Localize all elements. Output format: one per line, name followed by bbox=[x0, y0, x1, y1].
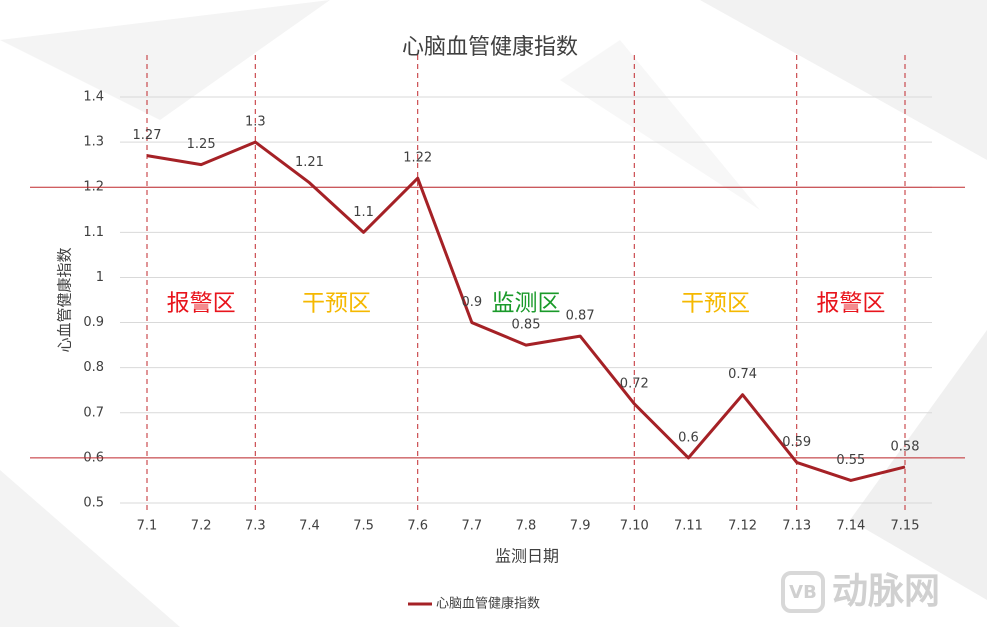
data-label: 0.6 bbox=[678, 430, 699, 445]
y-axis-label: 心血管健康指数 bbox=[56, 247, 74, 352]
data-label: 0.87 bbox=[566, 309, 595, 324]
y-tick-label: 1.1 bbox=[83, 225, 104, 240]
data-label: 1.3 bbox=[245, 115, 266, 130]
data-label: 0.72 bbox=[620, 376, 649, 391]
x-tick-label: 7.7 bbox=[462, 519, 483, 534]
x-tick-label: 7.5 bbox=[353, 519, 374, 534]
x-tick-label: 7.3 bbox=[245, 519, 266, 534]
chart-title: 心脑血管健康指数 bbox=[402, 35, 578, 60]
data-label: 1.1 bbox=[353, 205, 374, 220]
x-tick-label: 7.11 bbox=[674, 519, 703, 534]
watermark-text: 动脉网 bbox=[832, 571, 940, 612]
data-label: 0.85 bbox=[512, 318, 541, 333]
x-tick-label: 7.15 bbox=[891, 519, 920, 534]
data-label: 0.59 bbox=[782, 435, 811, 450]
data-label: 1.21 bbox=[295, 155, 324, 170]
y-tick-label: 0.5 bbox=[83, 496, 104, 511]
x-tick-label: 7.9 bbox=[570, 519, 591, 534]
x-axis-label: 监测日期 bbox=[495, 547, 559, 566]
x-tick-label: 7.14 bbox=[836, 519, 865, 534]
data-label: 1.22 bbox=[403, 151, 432, 166]
data-label: 0.74 bbox=[728, 367, 757, 382]
y-tick-label: 0.7 bbox=[83, 405, 104, 420]
data-label: 0.58 bbox=[891, 439, 920, 454]
x-tick-label: 7.12 bbox=[728, 519, 757, 534]
data-label: 0.55 bbox=[836, 453, 865, 468]
x-tick-label: 7.2 bbox=[191, 519, 212, 534]
zone-label: 监测区 bbox=[492, 291, 561, 317]
zone-label: 干预区 bbox=[302, 291, 371, 317]
data-label: 1.25 bbox=[187, 137, 216, 152]
watermark: VB 动脉网 bbox=[781, 571, 940, 613]
zone-label: 报警区 bbox=[167, 291, 236, 317]
data-line bbox=[146, 140, 906, 482]
y-tick-label: 1.4 bbox=[83, 90, 104, 105]
x-tick-label: 7.4 bbox=[299, 519, 320, 534]
x-tick-label: 7.6 bbox=[407, 519, 428, 534]
y-tick-label: 1.3 bbox=[83, 135, 104, 150]
x-tick-label: 7.13 bbox=[782, 519, 811, 534]
legend-label: 心脑血管健康指数 bbox=[436, 596, 540, 612]
y-tick-label: 0.8 bbox=[83, 360, 104, 375]
x-tick-label: 7.10 bbox=[620, 519, 649, 534]
y-tick-label: 1 bbox=[96, 270, 104, 285]
zone-label: 报警区 bbox=[816, 291, 885, 317]
y-tick-label: 0.9 bbox=[83, 315, 104, 330]
svg-text:VB: VB bbox=[789, 582, 817, 603]
data-label: 1.27 bbox=[133, 128, 162, 143]
zone-label: 干预区 bbox=[681, 291, 750, 317]
data-label: 0.9 bbox=[462, 295, 483, 310]
x-tick-label: 7.1 bbox=[137, 519, 158, 534]
x-tick-label: 7.8 bbox=[516, 519, 537, 534]
